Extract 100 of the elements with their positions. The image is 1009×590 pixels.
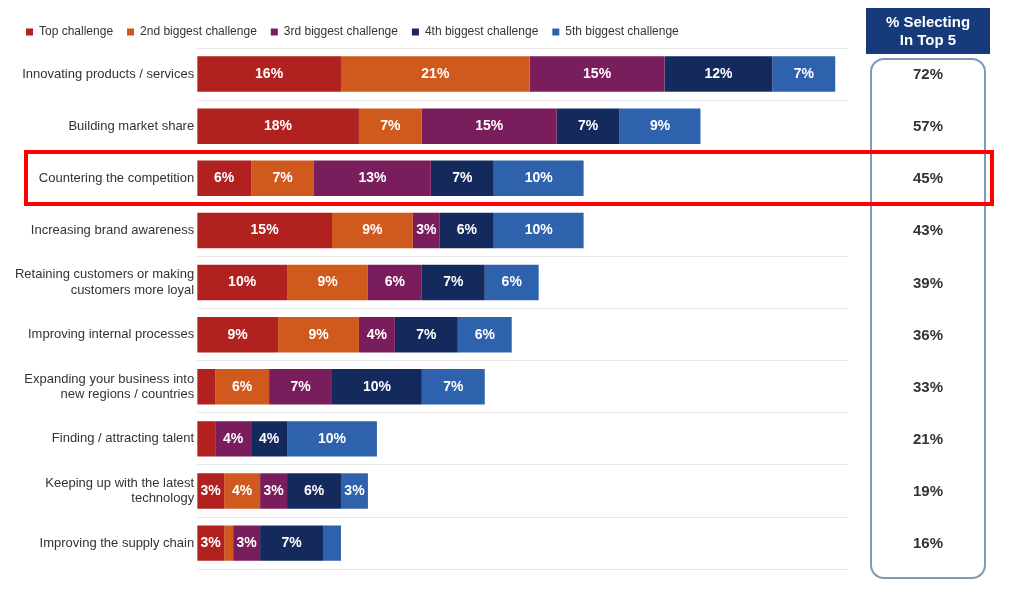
bar bbox=[278, 316, 359, 353]
text: 21% bbox=[912, 428, 944, 449]
bar bbox=[287, 473, 341, 509]
data-label: 4% bbox=[258, 429, 280, 446]
bar bbox=[529, 56, 665, 92]
bar bbox=[197, 108, 359, 144]
data-label: 9% bbox=[317, 273, 339, 290]
bar bbox=[197, 212, 332, 249]
legend-label: 3rd biggest challenge bbox=[283, 24, 399, 39]
data-label: 3% bbox=[200, 534, 222, 550]
data-label: 7% bbox=[380, 117, 402, 134]
data-label: 16% bbox=[255, 64, 284, 81]
data-label: 10% bbox=[317, 429, 347, 446]
bar bbox=[331, 212, 413, 249]
data-label: 6% bbox=[474, 325, 496, 342]
data-label: 10% bbox=[524, 169, 554, 186]
text: 19% bbox=[912, 481, 944, 501]
bar bbox=[772, 56, 836, 92]
legend-label: Top challenge bbox=[39, 24, 114, 39]
data-label: 6% bbox=[214, 169, 235, 186]
data-label: 3% bbox=[200, 481, 222, 498]
bar bbox=[287, 264, 368, 301]
data-label: 12% bbox=[704, 64, 733, 81]
data-label: 9% bbox=[649, 117, 671, 134]
data-label: 7% bbox=[452, 169, 473, 186]
text: 16% bbox=[912, 533, 944, 554]
data-label: 6% bbox=[303, 481, 325, 498]
text: 57% bbox=[912, 116, 944, 137]
data-label: 10% bbox=[362, 377, 392, 394]
text: 36% bbox=[912, 324, 944, 345]
bar bbox=[323, 525, 341, 561]
data-label: 7% bbox=[290, 377, 312, 394]
bar bbox=[367, 264, 422, 301]
bar bbox=[457, 316, 512, 353]
bar bbox=[493, 212, 584, 249]
bar bbox=[358, 108, 422, 144]
y-tick-label: Keeping up with the latest technology bbox=[45, 474, 195, 506]
bar bbox=[287, 421, 377, 457]
data-label: 3% bbox=[416, 221, 438, 238]
bar bbox=[251, 421, 288, 457]
bar bbox=[421, 108, 557, 144]
data-label: 7% bbox=[577, 117, 599, 134]
bar bbox=[421, 264, 485, 301]
text: 33% bbox=[912, 376, 944, 397]
data-label: 3% bbox=[236, 534, 258, 550]
data-label: 3% bbox=[263, 481, 285, 498]
bar bbox=[269, 369, 332, 405]
bar bbox=[421, 369, 485, 405]
data-label: 7% bbox=[443, 273, 464, 290]
data-label: 7% bbox=[443, 377, 464, 394]
data-label: 9% bbox=[227, 325, 249, 342]
text: 39% bbox=[912, 272, 944, 293]
y-tick-label: Innovating products / services bbox=[22, 65, 195, 81]
bar bbox=[197, 421, 216, 457]
legend-label: 2nd biggest challenge bbox=[140, 24, 258, 39]
bar bbox=[215, 421, 252, 457]
data-label: 18% bbox=[264, 117, 293, 134]
text: 72% bbox=[912, 64, 944, 85]
bar bbox=[331, 369, 422, 405]
y-tick-label: Improving internal processes bbox=[27, 326, 195, 342]
bar bbox=[493, 160, 584, 197]
bar bbox=[224, 473, 261, 509]
data-label: 7% bbox=[793, 64, 815, 81]
legend-label: 5th biggest challenge bbox=[565, 24, 680, 39]
y-tick-label: Improving the supply chain bbox=[39, 534, 195, 550]
data-label: 10% bbox=[228, 273, 257, 290]
bar bbox=[556, 108, 620, 144]
bar bbox=[340, 56, 530, 92]
bar bbox=[215, 369, 270, 405]
bar bbox=[439, 212, 494, 249]
bar bbox=[251, 160, 315, 197]
text: 43% bbox=[912, 220, 944, 241]
data-label: 15% bbox=[250, 221, 280, 238]
bar bbox=[224, 525, 234, 561]
bar bbox=[197, 316, 279, 353]
data-label: 6% bbox=[384, 273, 406, 290]
data-label: 3% bbox=[344, 481, 366, 498]
y-tick-label: Building market share bbox=[68, 117, 195, 133]
y-tick-label: Retaining customers or making customers more loyal bbox=[14, 266, 195, 297]
text: 45% bbox=[912, 168, 944, 189]
y-tick-label: Increasing brand awareness bbox=[30, 222, 195, 237]
bar bbox=[430, 160, 494, 197]
data-label: 10% bbox=[524, 221, 554, 238]
data-label: 13% bbox=[358, 169, 387, 186]
bar bbox=[394, 316, 458, 353]
bar bbox=[260, 525, 323, 561]
data-label: 7% bbox=[272, 169, 294, 186]
data-label: 4% bbox=[366, 325, 388, 342]
y-tick-label: Expanding your business into new regions / countries bbox=[24, 370, 195, 402]
bar bbox=[484, 264, 539, 301]
bar bbox=[619, 108, 701, 144]
data-label: 21% bbox=[421, 64, 450, 81]
data-label: 15% bbox=[475, 117, 504, 134]
data-label: 9% bbox=[362, 221, 384, 238]
bar bbox=[197, 264, 288, 301]
data-label: 4% bbox=[223, 429, 244, 446]
text: % Selecting In Top 5 bbox=[866, 8, 990, 54]
data-label: 7% bbox=[416, 325, 438, 342]
data-label: 4% bbox=[232, 481, 253, 498]
data-label: 6% bbox=[456, 221, 478, 238]
